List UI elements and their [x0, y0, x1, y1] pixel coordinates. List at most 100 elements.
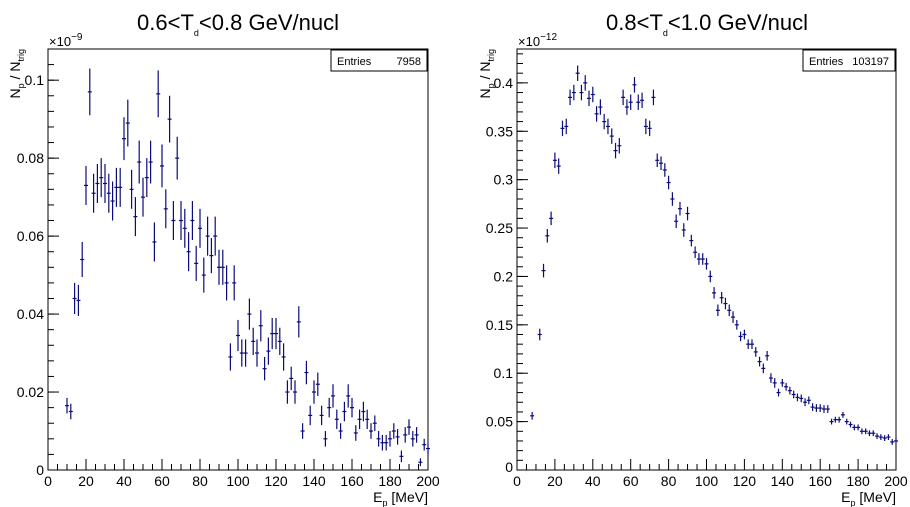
- data-point: [175, 136, 180, 180]
- data-point: [568, 89, 573, 106]
- data-point: [190, 201, 195, 241]
- x-axis-label-part: p: [851, 498, 856, 507]
- data-point: [289, 366, 294, 391]
- stats-label: Entries: [337, 56, 372, 68]
- data-point: [731, 311, 736, 323]
- data-point: [734, 319, 739, 330]
- data-point: [598, 99, 603, 115]
- data-point: [281, 343, 286, 371]
- x-tick-label: 20: [78, 473, 94, 489]
- data-point: [549, 211, 554, 226]
- data-point: [587, 90, 592, 107]
- data-point: [266, 337, 271, 365]
- data-point: [742, 329, 747, 340]
- chart-title-part: 0.8<T: [606, 10, 663, 35]
- data-point: [171, 201, 176, 241]
- data-point: [647, 120, 652, 137]
- data-point: [829, 418, 834, 425]
- x-tick-label: 180: [378, 473, 402, 489]
- data-point: [144, 158, 149, 198]
- data-point: [125, 99, 130, 147]
- y-multiplier: ×10−9: [49, 32, 83, 49]
- x-tick-label: 100: [695, 473, 719, 489]
- chart-title-part: 0.6<T: [137, 10, 194, 35]
- y-multiplier-base: ×10: [49, 34, 71, 49]
- data-point: [232, 265, 237, 301]
- y-tick-label: 0: [36, 462, 44, 478]
- y-tick-label: 0.04: [17, 306, 44, 322]
- data-point: [372, 415, 377, 432]
- data-point: [662, 163, 667, 177]
- data-point: [545, 229, 550, 243]
- x-tick-label: 200: [884, 473, 908, 489]
- data-point: [791, 390, 796, 399]
- x-tick-label: 0: [44, 473, 52, 489]
- x-tick-label: 180: [846, 473, 870, 489]
- data-point: [840, 411, 845, 418]
- data-point: [624, 99, 629, 115]
- data-point: [99, 158, 104, 198]
- chart-panel-2: 0.8<Td<1.0 GeV/nucl 0 20 40 60 80 100 120 140 160…: [477, 10, 908, 507]
- y-multiplier-exp: −9: [71, 32, 83, 43]
- data-point: [217, 249, 221, 285]
- x-axis-label-part: [MeV]: [856, 489, 896, 505]
- data-point: [403, 427, 408, 443]
- data-point: [768, 373, 773, 383]
- data-point: [201, 257, 206, 293]
- data-point: [426, 442, 430, 455]
- data-point: [818, 404, 823, 412]
- data-point: [296, 306, 301, 338]
- data-point: [560, 120, 565, 137]
- data-point: [659, 156, 664, 170]
- x-tick-label: 60: [623, 473, 639, 489]
- x-tick-label: 120: [264, 473, 288, 489]
- data-point: [571, 84, 576, 101]
- data-point: [95, 163, 100, 203]
- data-point: [837, 416, 842, 423]
- y-tick-label: 0.06: [17, 228, 44, 244]
- y-multiplier: ×10−12: [518, 32, 557, 49]
- data-point: [312, 380, 316, 404]
- data-point: [894, 438, 898, 444]
- data-point: [784, 382, 789, 391]
- data-point: [871, 430, 876, 437]
- data-point: [68, 403, 73, 420]
- y-tick-label: 0.2: [494, 268, 514, 284]
- data-point: [209, 238, 214, 274]
- stats-value: 7958: [397, 56, 421, 68]
- x-tick-label: 0: [513, 473, 521, 489]
- data-point: [715, 304, 720, 317]
- x-tick-label: 80: [192, 473, 208, 489]
- y-tick-label: 0.1: [25, 72, 45, 88]
- data-point: [753, 347, 758, 357]
- data-point: [274, 317, 278, 350]
- x-axis-label-part: [MeV]: [388, 489, 428, 505]
- y-axis-label-part: trig: [16, 49, 26, 62]
- data-point: [537, 328, 542, 341]
- data-point: [882, 435, 887, 441]
- data-point: [844, 418, 849, 425]
- data-point: [213, 216, 218, 256]
- data-point: [338, 423, 343, 439]
- data-point: [76, 284, 81, 317]
- x-tick-label: 200: [416, 473, 440, 489]
- data-point: [765, 350, 770, 361]
- y-axis-label-part: / N: [477, 62, 493, 84]
- data-point: [799, 394, 804, 403]
- data-point: [575, 65, 580, 81]
- data-point: [856, 424, 861, 431]
- data-point: [583, 75, 588, 91]
- y-axis-label-part: p: [16, 83, 26, 88]
- data-point: [666, 175, 671, 190]
- data-point: [110, 181, 115, 221]
- data-point: [806, 396, 811, 405]
- data-point: [605, 118, 610, 135]
- data-point: [867, 430, 872, 437]
- y-zero-label: 0: [505, 459, 513, 475]
- data-point: [384, 434, 389, 451]
- chart-title-part: d: [663, 28, 668, 38]
- data-point: [803, 398, 808, 407]
- data-point: [228, 343, 233, 371]
